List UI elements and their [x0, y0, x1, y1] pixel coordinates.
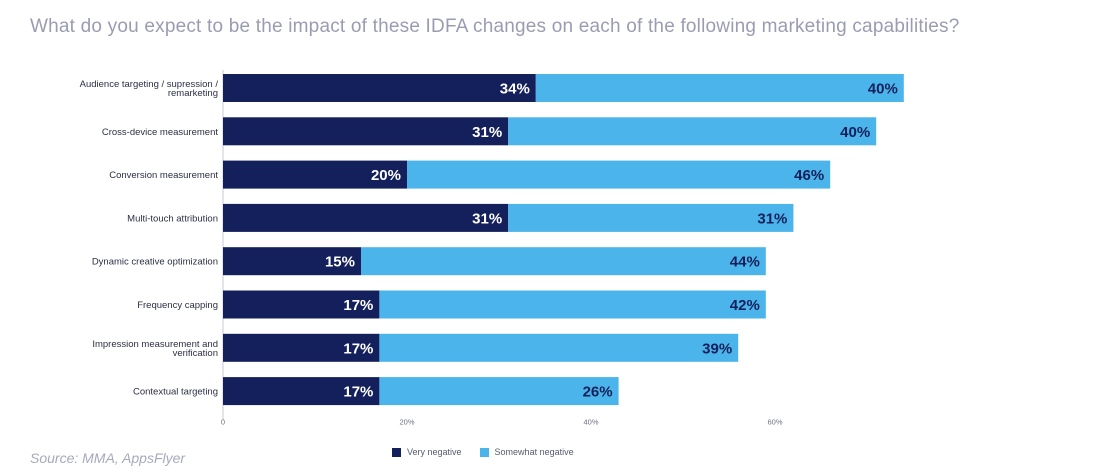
data-label-very-negative: 34%	[500, 81, 530, 98]
category-label: Audience targeting / supression / remarke…	[80, 79, 219, 99]
bar-very-negative	[223, 74, 536, 102]
bar-very-negative	[223, 203, 509, 232]
data-label-somewhat-negative: 40%	[868, 81, 898, 98]
data-label-very-negative: 17%	[343, 384, 373, 401]
legend-swatch-very-negative	[392, 447, 401, 457]
category-label: Dynamic creative optimization	[92, 257, 218, 268]
data-label-somewhat-negative: 26%	[583, 384, 613, 401]
bar-somewhat-negative	[407, 160, 831, 189]
category-label: Cross-device measurement	[102, 127, 219, 138]
data-label-somewhat-negative: 39%	[702, 340, 732, 357]
legend-label-very-negative: Very negative	[407, 447, 462, 457]
x-tick-label: 0	[221, 417, 225, 426]
chart-title: What do you expect to be the impact of t…	[30, 16, 960, 37]
bar-very-negative	[223, 247, 361, 276]
legend-swatch-somewhat-negative	[479, 447, 489, 457]
data-label-very-negative: 17%	[343, 297, 373, 314]
bar-very-negative	[223, 117, 509, 146]
bar-very-negative	[223, 333, 380, 362]
data-label-very-negative: 17%	[343, 340, 373, 357]
category-label: Multi-touch attribution	[127, 213, 218, 224]
legend-item-very-negative: Very negative	[392, 447, 462, 457]
legend-item-somewhat-negative: Somewhat negative	[479, 447, 574, 457]
bar-somewhat-negative	[535, 74, 904, 102]
category-label: Contextual targeting	[133, 387, 218, 398]
data-label-very-negative: 20%	[371, 167, 401, 184]
bar-somewhat-negative	[361, 247, 766, 276]
data-label-somewhat-negative: 31%	[757, 210, 787, 227]
data-label-somewhat-negative: 40%	[840, 124, 870, 141]
source-note: Source: MMA, AppsFlyer	[30, 450, 186, 466]
bar-very-negative	[223, 377, 380, 406]
bar-somewhat-negative	[379, 333, 739, 362]
data-label-somewhat-negative: 46%	[794, 167, 824, 184]
bar-somewhat-negative	[379, 290, 766, 319]
bar-somewhat-negative	[508, 203, 794, 232]
x-tick-label: 60%	[767, 417, 782, 426]
data-label-very-negative: 15%	[325, 254, 355, 271]
bar-very-negative	[223, 290, 380, 319]
data-label-very-negative: 31%	[472, 124, 502, 141]
category-label: Conversion measurement	[109, 170, 218, 181]
category-label: Impression measurement and verification	[92, 339, 218, 359]
legend-label-somewhat-negative: Somewhat negative	[494, 447, 574, 457]
bar-somewhat-negative	[379, 377, 619, 406]
bar-somewhat-negative	[508, 117, 877, 146]
data-label-very-negative: 31%	[472, 210, 502, 227]
chart-legend: Very negative Somewhat negative	[392, 447, 574, 457]
x-tick-label: 20%	[399, 417, 414, 426]
x-tick-label: 40%	[583, 417, 598, 426]
data-label-somewhat-negative: 44%	[730, 254, 760, 271]
data-label-somewhat-negative: 42%	[730, 297, 760, 314]
category-label: Frequency capping	[137, 300, 218, 311]
bar-very-negative	[223, 160, 407, 189]
